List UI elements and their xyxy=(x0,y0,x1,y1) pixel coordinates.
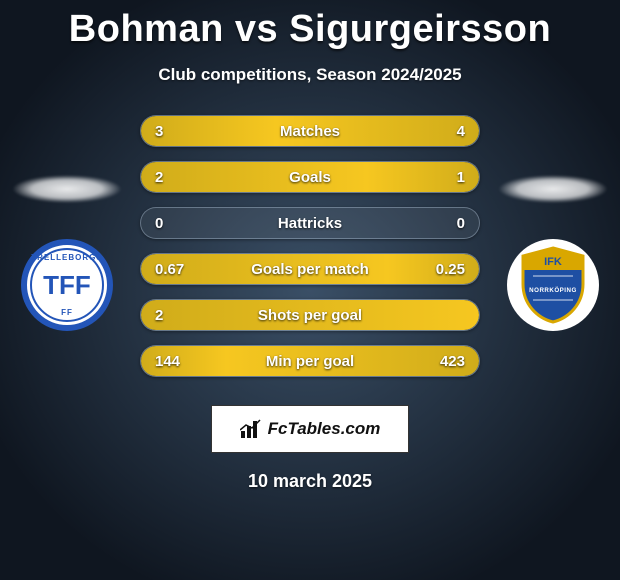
stat-value-right: 0.25 xyxy=(436,261,465,278)
left-club-column: TRELLEBORGS TFF FF xyxy=(12,175,122,331)
bar-chart-icon xyxy=(240,419,262,439)
stat-value-right: 423 xyxy=(440,353,465,370)
main-row: TRELLEBORGS TFF FF 3Matches4 2Goals1 0Hatt… xyxy=(0,115,620,391)
right-club-logo: IFK NORRKÖPING xyxy=(507,239,599,331)
left-club-arc-top: TRELLEBORGS xyxy=(31,253,102,262)
left-club-abbrev: TFF xyxy=(43,270,91,301)
left-club-logo-ring: TRELLEBORGS TFF FF xyxy=(30,248,104,322)
left-club-logo: TRELLEBORGS TFF FF xyxy=(21,239,113,331)
stat-label: Goals xyxy=(141,169,479,186)
stat-label: Min per goal xyxy=(141,353,479,370)
stat-row: 0Hattricks0 xyxy=(140,207,480,239)
stat-row: 2Goals1 xyxy=(140,161,480,193)
shield-icon: IFK NORRKÖPING xyxy=(519,246,587,324)
footer-badge: FcTables.com xyxy=(211,405,409,453)
stat-value-right: 0 xyxy=(457,215,465,232)
stat-label: Goals per match xyxy=(141,261,479,278)
ellipse-glow-left xyxy=(12,175,122,203)
left-club-arc-bottom: FF xyxy=(61,308,73,317)
page-title: Bohman vs Sigurgeirsson xyxy=(0,0,620,51)
stats-column: 3Matches4 2Goals1 0Hattricks0 0.67Goals per… xyxy=(140,115,480,391)
date-text: 10 march 2025 xyxy=(0,471,620,492)
infographic-container: Bohman vs Sigurgeirsson Club competition… xyxy=(0,0,620,580)
footer-badge-text: FcTables.com xyxy=(268,419,381,439)
ellipse-glow-right xyxy=(498,175,608,203)
stat-value-right: 1 xyxy=(457,169,465,186)
stat-label: Shots per goal xyxy=(141,307,479,324)
stat-row: 3Matches4 xyxy=(140,115,480,147)
right-club-arc: NORRKÖPING xyxy=(529,287,577,294)
stat-label: Matches xyxy=(141,123,479,140)
stat-row: 0.67Goals per match0.25 xyxy=(140,253,480,285)
stat-row: 144Min per goal423 xyxy=(140,345,480,377)
stat-value-right: 4 xyxy=(457,123,465,140)
stat-label: Hattricks xyxy=(141,215,479,232)
subtitle: Club competitions, Season 2024/2025 xyxy=(0,65,620,85)
right-club-column: IFK NORRKÖPING xyxy=(498,175,608,331)
right-club-abbrev: IFK xyxy=(544,256,562,268)
stat-row: 2Shots per goal xyxy=(140,299,480,331)
